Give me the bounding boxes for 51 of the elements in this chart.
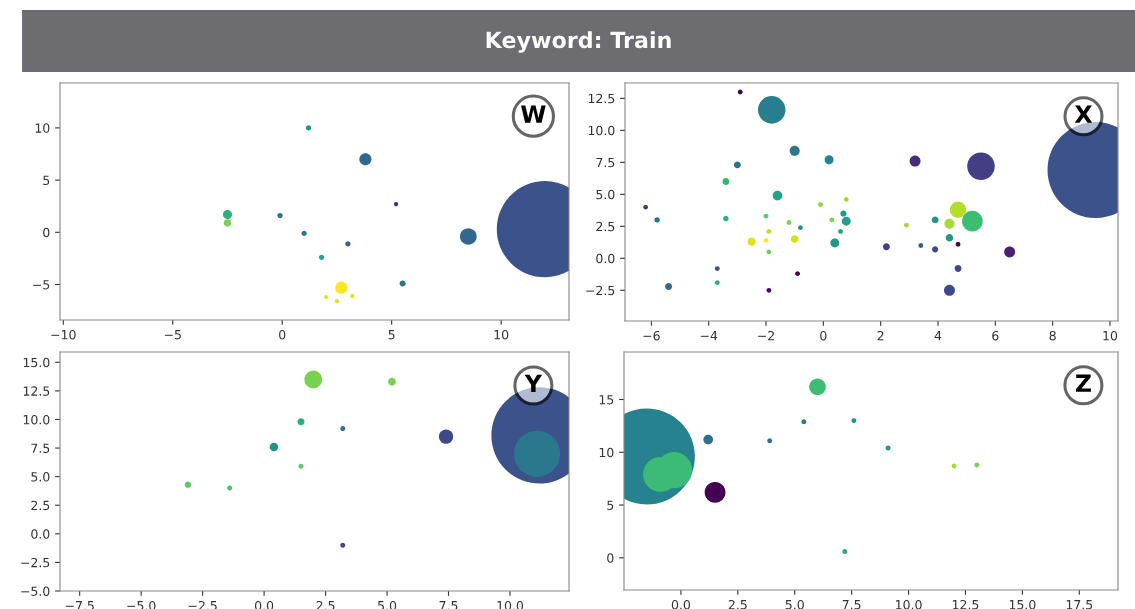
y-tick-label: 7.5 [596, 157, 615, 168]
x-tick-label: 0.0 [671, 599, 691, 609]
y-tick-label: −2.5 [21, 557, 50, 568]
x-tick-label: −6 [643, 330, 660, 341]
x-tick-label: 10 [494, 329, 509, 340]
y-tick-label: 7.5 [31, 443, 50, 453]
x-tick-label: 2.5 [728, 599, 747, 609]
y-tick-label: 0.0 [31, 529, 50, 539]
x-tick-label: 15.0 [1009, 599, 1036, 609]
y-tick-label: 5 [607, 500, 614, 510]
y-tick-label: 0.0 [596, 253, 615, 264]
y-tick-label: 12.5 [588, 93, 615, 104]
y-tick-label: 5.0 [596, 189, 615, 200]
x-tick-label: 7.5 [842, 600, 861, 609]
x-tick-label: −2 [758, 330, 774, 341]
y-tick-label: 15.0 [23, 357, 50, 368]
annotation: Y [524, 374, 543, 392]
x-tick-label: −10 [51, 329, 76, 340]
x-tick-label: 0 [279, 329, 286, 340]
y-tick-label: −2.5 [586, 285, 615, 296]
y-tick-label: 5.0 [31, 472, 50, 482]
y-tick-label: 2.5 [31, 500, 50, 511]
x-tick-label: 4 [934, 331, 942, 341]
y-tick-label: 10 [599, 447, 614, 458]
y-tick-label: 10.0 [23, 414, 50, 425]
x-tick-label: 2 [877, 330, 884, 341]
y-tick-label: 12.5 [23, 386, 50, 396]
x-tick-label: 5.0 [785, 599, 804, 609]
annotation: Z [1075, 374, 1091, 392]
x-tick-label: 8 [1049, 330, 1056, 341]
x-tick-label: −4 [700, 331, 718, 341]
x-tick-label: −5 [164, 330, 181, 340]
y-tick-label: 5 [43, 175, 50, 186]
chart-title: Keyword: Train [486, 31, 671, 53]
y-tick-label: 15 [599, 395, 614, 405]
y-tick-label: 0 [43, 227, 50, 238]
x-tick-label: 6 [992, 330, 999, 341]
y-tick-label: 10 [35, 123, 50, 133]
y-tick-label: 10.0 [588, 125, 615, 136]
annotation: X [1074, 105, 1093, 123]
x-tick-label: 10.0 [896, 599, 922, 609]
y-tick-label: 0 [607, 553, 614, 563]
x-tick-label: 5 [388, 330, 395, 340]
y-tick-label: −5.0 [21, 586, 50, 596]
annotation: W [521, 105, 546, 123]
y-tick-label: 2.5 [596, 221, 615, 232]
x-tick-label: 12.5 [952, 599, 979, 609]
x-tick-label: 17.5 [1066, 600, 1093, 609]
x-tick-label: 0 [820, 330, 827, 341]
y-tick-label: −5 [33, 280, 50, 290]
x-tick-label: 10 [1103, 330, 1118, 341]
